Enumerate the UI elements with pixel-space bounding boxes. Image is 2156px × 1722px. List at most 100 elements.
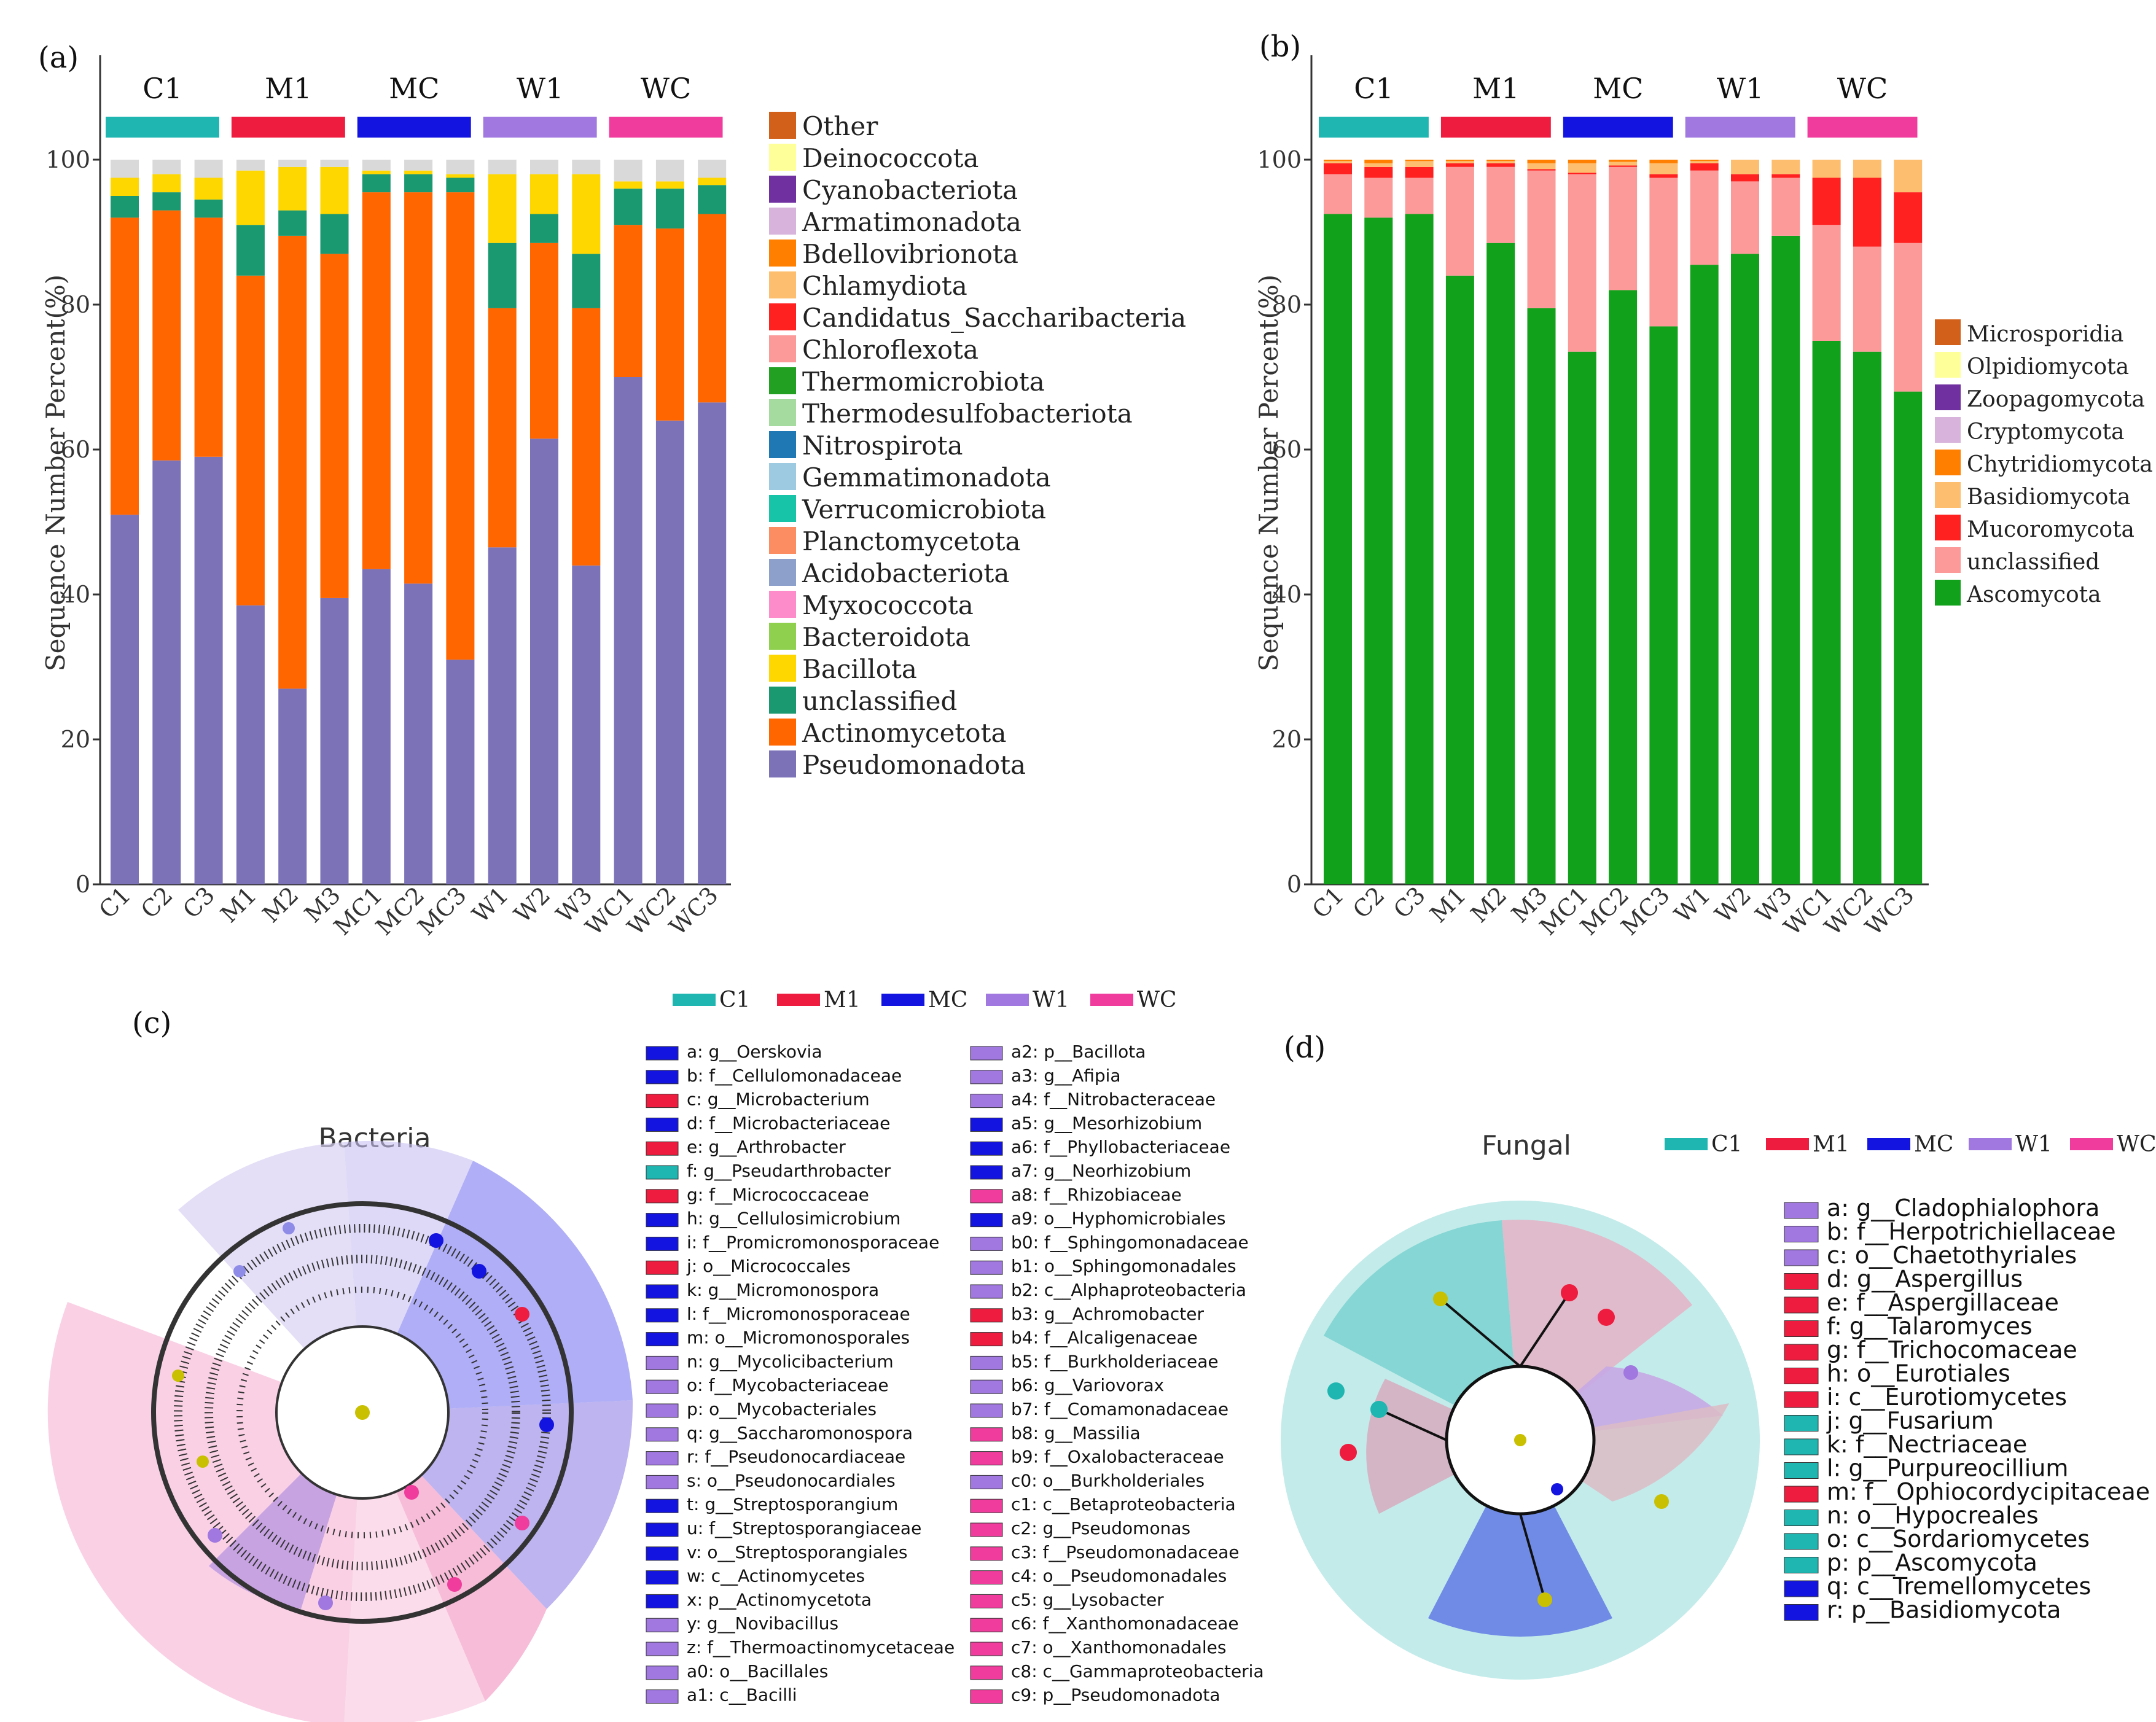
legend-entry: Ascomycota	[1966, 582, 2101, 607]
biomarker-swatch	[646, 1141, 679, 1156]
bar-segment-actinomycetota	[152, 210, 181, 461]
legend-swatch	[769, 719, 796, 746]
biomarker-swatch	[970, 1332, 1003, 1347]
chart-b: Sequence Number Percent(%) 0 20 40 60 80 100 C…	[1254, 55, 2153, 941]
bar-segment-bacillota	[572, 174, 601, 254]
bar-segment-pseudomonadota	[698, 402, 727, 884]
legend-entry: Thermodesulfobacteriota	[802, 399, 1133, 429]
bar-segment-ascomycota	[1364, 217, 1393, 884]
clade-node	[515, 1307, 529, 1322]
legend-swatch	[1935, 384, 1961, 410]
biomarker-swatch	[646, 1594, 679, 1608]
biomarker-label: b4: f__Alcaligenaceae	[1011, 1328, 1198, 1348]
legend-entry: Mucoromycota	[1967, 517, 2135, 542]
biomarker-label: a9: o__Hyphomicrobiales	[1011, 1209, 1226, 1229]
bar-segment-basidiomycota	[1609, 162, 1638, 166]
legend-swatch	[769, 591, 796, 618]
bar-segment-chytridiomycota	[1527, 160, 1556, 163]
bar-segment-other	[236, 160, 265, 171]
legend-swatch	[769, 240, 796, 267]
y-tick-label: 0	[76, 871, 90, 898]
biomarker-swatch	[646, 1117, 679, 1132]
x-tick-label: MC2	[370, 881, 429, 940]
bar-segment-unclassified	[1324, 174, 1352, 214]
biomarker-label: c4: o__Pseudomonadales	[1011, 1566, 1227, 1586]
bar-segment-pseudomonadota	[362, 569, 391, 884]
legend-swatch	[769, 399, 796, 426]
biomarker-label: c9: p__Pseudomonadota	[1011, 1685, 1221, 1705]
bar-segment-basidiomycota	[1527, 163, 1556, 169]
biomarker-swatch	[970, 1427, 1003, 1442]
group-bar-c1	[1319, 117, 1429, 138]
bar-segment-unclassified	[111, 196, 139, 218]
bar-segment-basidiomycota	[1731, 160, 1759, 174]
biomarker-swatch	[646, 1284, 679, 1299]
bar-segment-actinomycetota	[572, 308, 601, 566]
y-tick-label: 0	[1287, 871, 1302, 898]
y-tick-label: 60	[61, 436, 90, 463]
bar-segment-other	[194, 160, 223, 178]
legend-swatch	[769, 559, 796, 586]
biomarker-swatch	[1784, 1202, 1819, 1219]
group-legend-swatch-c1	[1665, 1138, 1708, 1150]
biomarker-label: c: g__Microbacterium	[687, 1089, 870, 1110]
bar-segment-actinomycetota	[194, 217, 223, 457]
clade-sector-mc	[1428, 1440, 1612, 1637]
legend-swatch	[1935, 580, 1961, 606]
y-tick-label: 40	[1272, 581, 1302, 608]
legend-swatch	[769, 431, 796, 458]
bar-segment-basidiomycota	[1568, 163, 1596, 173]
legend-swatch	[769, 176, 796, 203]
bar-segment-unclassified	[1405, 177, 1434, 214]
bar-segment-mucoromycota	[1527, 169, 1556, 171]
bar-segment-mucoromycota	[1649, 174, 1678, 178]
clade-node	[429, 1233, 443, 1248]
bar-segment-ascomycota	[1690, 265, 1719, 885]
group-bar-wc	[609, 117, 723, 138]
group-header-m1: M1	[1472, 72, 1519, 105]
biomarker-swatch	[970, 1379, 1003, 1394]
chart-a: Sequence Number Percent(%) 0 20 40 60 80 100 C…	[41, 55, 1186, 941]
biomarker-swatch	[970, 1117, 1003, 1132]
legend-entry: Nitrospirota	[802, 430, 963, 461]
group-legend-label-w1: W1	[2015, 1132, 2052, 1157]
biomarker-label: q: g__Saccharomonospora	[687, 1423, 913, 1443]
biomarker-swatch	[646, 1046, 679, 1061]
legend-entry: Pseudomonadota	[802, 750, 1026, 780]
bar-segment-actinomycetota	[698, 214, 727, 403]
legend-swatch	[769, 271, 796, 298]
clade-ring-3	[174, 1224, 551, 1601]
x-tick-label: M2	[1466, 881, 1512, 928]
clade-node	[515, 1516, 529, 1530]
bar-segment-basidiomycota	[1486, 161, 1515, 163]
legend-entry: Bdellovibrionota	[802, 239, 1018, 269]
biomarker-swatch	[970, 1308, 1003, 1323]
biomarker-swatch	[970, 1284, 1003, 1299]
biomarker-label: h: g__Cellulosimicrobium	[687, 1209, 900, 1229]
biomarker-swatch	[1784, 1296, 1819, 1314]
clade-node	[233, 1265, 246, 1277]
group-header-c1: C1	[1354, 72, 1393, 105]
bar-segment-basidiomycota	[1445, 161, 1474, 163]
bar-segment-ascomycota	[1812, 341, 1841, 884]
biomarker-label: b: f__Herpotrichiellaceae	[1827, 1218, 2116, 1245]
y-tick-label: 20	[61, 726, 90, 753]
legend-entry: Planctomycetota	[802, 526, 1020, 556]
biomarker-swatch	[1784, 1273, 1819, 1290]
group-legend-swatch-m1	[777, 994, 820, 1006]
bar-segment-mucoromycota	[1486, 163, 1515, 167]
biomarker-label: o: c__Sordariomycetes	[1827, 1525, 2090, 1553]
bar-segment-unclassified	[614, 189, 643, 225]
bar-segment-ascomycota	[1853, 351, 1881, 884]
biomarker-swatch	[646, 1618, 679, 1632]
biomarker-label: a4: f__Nitrobacteraceae	[1011, 1089, 1216, 1110]
biomarker-swatch	[970, 1189, 1003, 1204]
bar-segment-mucoromycota	[1894, 192, 1923, 243]
biomarker-swatch	[646, 1666, 679, 1680]
y-tick-label: 20	[1272, 726, 1302, 753]
biomarker-swatch	[1784, 1249, 1819, 1266]
group-legend-swatch-c1	[673, 994, 716, 1006]
group-legend-swatch-w1	[1969, 1138, 2012, 1150]
bar-segment-unclassified	[1690, 170, 1719, 265]
legend-swatch	[1935, 417, 1961, 443]
